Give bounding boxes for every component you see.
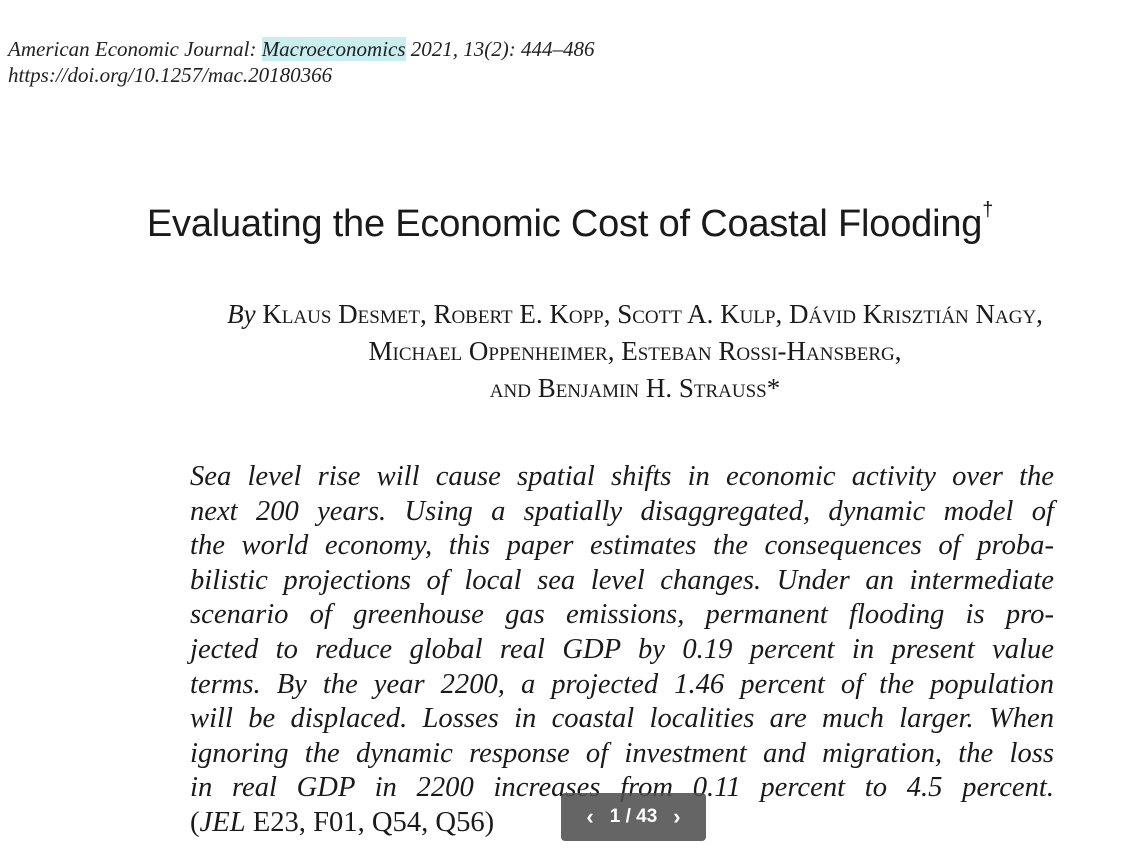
- author-line-1: By Klaus Desmet, Robert E. Kopp, Scott A…: [70, 296, 1140, 333]
- abstract-line: scenario of greenhouse gas emissions, pe…: [190, 599, 1054, 631]
- doi-link[interactable]: https://doi.org/10.1257/mac.20180366: [8, 63, 333, 87]
- page-navigator: ‹ 1 / 43 ›: [561, 793, 706, 841]
- chevron-left-icon[interactable]: ‹: [586, 804, 594, 829]
- journal-header: American Economic Journal: Macroeconomic…: [8, 36, 595, 88]
- jel-label: JEL: [199, 806, 246, 838]
- chevron-right-icon[interactable]: ›: [673, 804, 681, 829]
- author-line-2: Michael Oppenheimer, Esteban Rossi-Hansb…: [368, 336, 902, 366]
- abstract-line: bilistic projections of local sea level …: [190, 564, 1054, 596]
- page-counter: 1 / 43: [609, 806, 658, 827]
- author-list: By Klaus Desmet, Robert E. Kopp, Scott A…: [70, 296, 1140, 407]
- title-footnote-mark: †: [982, 199, 994, 221]
- jel-codes: (JEL E23, F01, Q54, Q56): [190, 807, 494, 838]
- abstract-line: jected to reduce global real GDP by 0.19…: [190, 633, 1054, 665]
- abstract-line: terms. By the year 2200, a projected 1.4…: [190, 668, 1054, 700]
- journal-name: American Economic Journal:: [8, 37, 262, 61]
- abstract-line: will be displaced. Losses in coastal loc…: [190, 703, 1054, 735]
- citation-line: American Economic Journal: Macroeconomic…: [8, 36, 595, 62]
- abstract-line: Sea level rise will cause spatial shifts…: [190, 461, 1054, 492]
- jel-open-paren: (: [190, 806, 200, 838]
- paper-title: Evaluating the Economic Cost of Coastal …: [0, 199, 1140, 246]
- by-label: By: [227, 299, 256, 329]
- author-line-3: and Benjamin H. Strauss*: [489, 373, 781, 403]
- title-text: Evaluating the Economic Cost of Coastal …: [146, 203, 983, 245]
- authors-line-1: Klaus Desmet, Robert E. Kopp, Scott A. K…: [262, 299, 1043, 329]
- abstract: Sea level rise will cause spatial shifts…: [190, 460, 1054, 841]
- jel-code-list: E23, F01, Q54, Q56): [245, 806, 495, 838]
- volume-info: 2021, 13(2): 444–486: [405, 37, 595, 61]
- highlighted-text[interactable]: Macroeconomics: [261, 37, 406, 61]
- abstract-line: next 200 years. Using a spatially disagg…: [190, 495, 1054, 527]
- abstract-line: the world economy, this paper estimates …: [190, 530, 1054, 562]
- abstract-line: ignoring the dynamic response of investm…: [190, 737, 1054, 769]
